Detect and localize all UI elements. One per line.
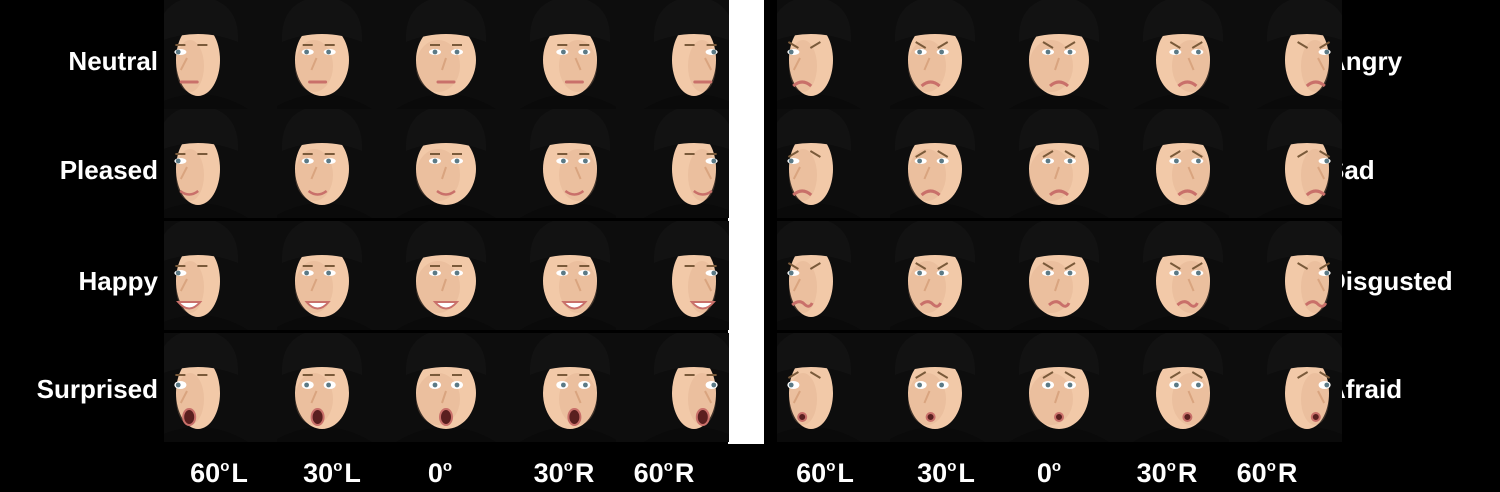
right-face-photo-afraid-frontal: [1003, 333, 1116, 442]
left-face-photo-happy-60-left: [164, 221, 277, 330]
right-angle-label-30R: 30oR: [1136, 458, 1198, 488]
right-face-photo-afraid-60-left: [777, 333, 890, 442]
left-angle-label-60L: 60oL: [190, 458, 248, 488]
right-face-photo-afraid-60-right: [1229, 333, 1342, 442]
left-face-photo-surprised-60-right: [616, 333, 729, 442]
right-angle-label-60L: 60oL: [796, 458, 854, 488]
right-face-photo-angry-30-left: [890, 0, 1003, 109]
right-face-photo-sad-60-left: [777, 109, 890, 218]
right-face-photo-disgusted-30-left: [890, 221, 1003, 330]
left-face-photo-surprised-30-right: [503, 333, 616, 442]
right-face-photo-sad-frontal: [1003, 109, 1116, 218]
left-face-photo-pleased-30-right: [503, 109, 616, 218]
left-face-photo-surprised-30-left: [277, 333, 390, 442]
right-angle-label-0: 0o: [1036, 458, 1062, 488]
right-face-photo-disgusted-60-right: [1229, 221, 1342, 330]
right-face-photo-disgusted-60-left: [777, 221, 890, 330]
left-face-photo-neutral-60-left: [164, 0, 277, 109]
right-face-photo-sad-30-left: [890, 109, 1003, 218]
left-face-photo-neutral-30-right: [503, 0, 616, 109]
right-angle-label-60R: 60oR: [1236, 458, 1298, 488]
right-face-photo-angry-60-right: [1229, 0, 1342, 109]
left-face-photo-neutral-30-left: [277, 0, 390, 109]
left-angle-label-30R: 30oR: [533, 458, 595, 488]
left-face-photo-pleased-60-right: [616, 109, 729, 218]
panel-divider: [728, 0, 764, 444]
left-face-photo-pleased-frontal: [390, 109, 503, 218]
left-face-photo-surprised-60-left: [164, 333, 277, 442]
right-face-photo-angry-30-right: [1116, 0, 1229, 109]
left-face-photo-pleased-60-left: [164, 109, 277, 218]
right-emotion-label-disgusted: Disgusted: [1327, 266, 1453, 296]
left-face-photo-happy-60-right: [616, 221, 729, 330]
right-angle-label-30L: 30oL: [917, 458, 975, 488]
left-emotion-label-neutral: Neutral: [68, 46, 158, 76]
left-emotion-label-happy: Happy: [78, 266, 158, 296]
left-angle-label-30L: 30oL: [303, 458, 361, 488]
right-face-photo-sad-60-right: [1229, 109, 1342, 218]
right-face-photo-sad-30-right: [1116, 109, 1229, 218]
left-face-photo-happy-30-left: [277, 221, 390, 330]
right-face-photo-afraid-30-right: [1116, 333, 1229, 442]
right-face-photo-disgusted-30-right: [1116, 221, 1229, 330]
left-face-photo-surprised-frontal: [390, 333, 503, 442]
left-face-photo-happy-30-right: [503, 221, 616, 330]
left-face-photo-neutral-frontal: [390, 0, 503, 109]
left-angle-label-0: 0o: [427, 458, 453, 488]
right-face-photo-afraid-30-left: [890, 333, 1003, 442]
left-angle-label-60R: 60oR: [633, 458, 695, 488]
left-face-photo-neutral-60-right: [616, 0, 729, 109]
left-face-photo-happy-frontal: [390, 221, 503, 330]
right-face-photo-angry-60-left: [777, 0, 890, 109]
left-emotion-label-pleased: Pleased: [59, 155, 158, 185]
right-face-photo-disgusted-frontal: [1003, 221, 1116, 330]
left-face-photo-pleased-30-left: [277, 109, 390, 218]
left-emotion-label-surprised: Surprised: [36, 374, 158, 404]
right-face-photo-angry-frontal: [1003, 0, 1116, 109]
